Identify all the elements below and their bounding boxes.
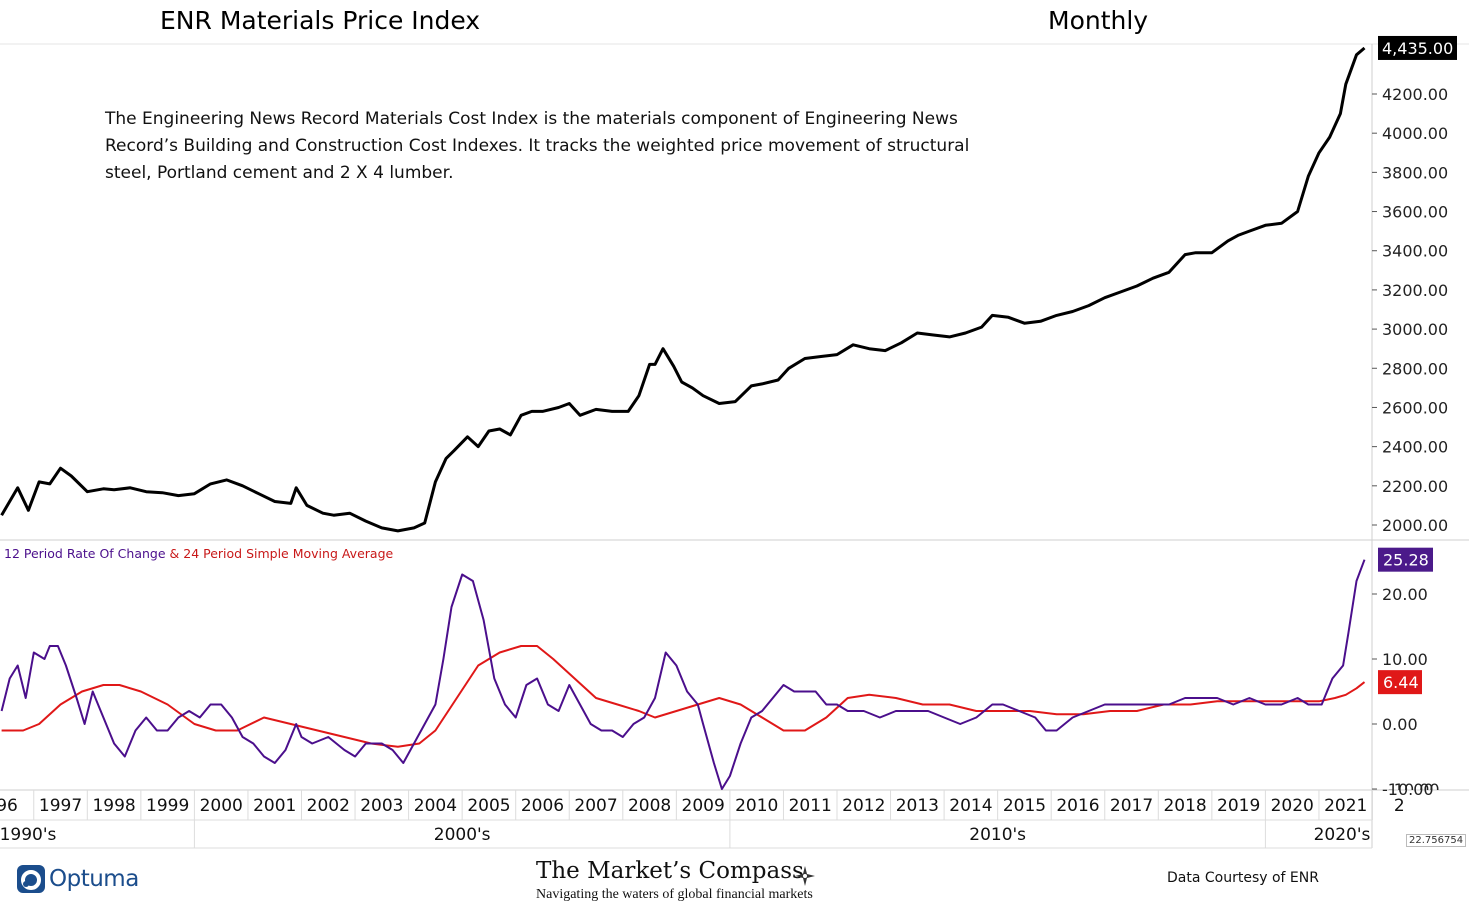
year-tick-label: 2000 — [200, 796, 243, 816]
year-tick-label: 2005 — [467, 796, 510, 816]
year-tick-label: 1998 — [92, 796, 135, 816]
decade-label: 2010's — [969, 825, 1026, 845]
price-axis-label: 2200.00 — [1382, 477, 1448, 496]
price-axis-label: 3200.00 — [1382, 281, 1448, 300]
year-tick-label: 2001 — [253, 796, 296, 816]
year-tick-label: 2015 — [1003, 796, 1046, 816]
price-axis-label: 4000.00 — [1382, 124, 1448, 143]
year-tick-label: 2013 — [896, 796, 939, 816]
price-series-line — [0, 46, 1366, 533]
frequency-label: Monthly — [1048, 6, 1149, 35]
year-tick-label: 2016 — [1056, 796, 1099, 816]
chart-frame — [0, 43, 1469, 849]
decade-label: 1990's — [0, 825, 57, 845]
chart-title: ENR Materials Price Index — [160, 6, 481, 35]
legend-ma: & 24 Period Simple Moving Average — [165, 546, 394, 561]
brand-title: The Market’s Compass — [536, 858, 804, 884]
year-tick-label: 2011 — [789, 796, 832, 816]
data-credit: Data Courtesy of ENR — [1167, 870, 1319, 886]
decade-label: 2020's — [1314, 825, 1371, 845]
chart-description: The Engineering News Record Materials Co… — [105, 109, 970, 183]
lower-panel-legend: 12 Period Rate Of Change & 24 Period Sim… — [4, 546, 393, 561]
optuma-logo-text: Optuma — [49, 866, 139, 892]
year-tick-label: 2007 — [574, 796, 617, 816]
brand-tagline: Navigating the waters of global financia… — [536, 887, 813, 902]
year-tick-label: 2021 — [1324, 796, 1367, 816]
year-tick-label: 2017 — [1110, 796, 1153, 816]
legend-roc: 12 Period Rate Of Change — [4, 546, 166, 561]
price-axis-label: 2800.00 — [1382, 359, 1448, 378]
roc-axis-label: 10.00 — [1382, 650, 1428, 669]
roc-axis-label: 20.00 — [1382, 585, 1428, 604]
year-tick-label: 2010 — [735, 796, 778, 816]
year-tick-label: 2012 — [842, 796, 885, 816]
roc-last-value-badge — [1378, 547, 1433, 572]
year-tick-label: 2019 — [1217, 796, 1260, 816]
year-tick-label: 2002 — [307, 796, 350, 816]
year-tick-label: 2014 — [949, 796, 992, 816]
ma-last-value-badge — [1378, 670, 1422, 695]
year-tick-label: 1997 — [39, 796, 82, 816]
year-tick-label: 96 — [0, 796, 18, 816]
roc-axis-label: 0.00 — [1382, 715, 1418, 734]
ma-last-value-label: 6.44 — [1383, 673, 1419, 692]
price-axis-label: 3400.00 — [1382, 242, 1448, 261]
x-axis: 96 1997 1998 1999 2000 2001 2002 2003 2004 2005 20… — [0, 790, 1405, 848]
year-tick-label: 2018 — [1163, 796, 1206, 816]
optuma-logo-icon — [17, 865, 45, 893]
year-tick-label: 2003 — [360, 796, 403, 816]
year-tick-label: 2008 — [628, 796, 671, 816]
price-last-value-label: 4,435.00 — [1382, 39, 1453, 58]
decade-label: 2000's — [434, 825, 491, 845]
price-axis-label: 2600.00 — [1382, 398, 1448, 417]
year-tick-label: 2004 — [414, 796, 457, 816]
roc-axis-label-cut: -10.00 — [1388, 780, 1440, 799]
roc-last-value-label: 25.28 — [1383, 551, 1429, 570]
price-axis-label: 3800.00 — [1382, 163, 1448, 182]
roc-plot-area: -10.00 — [0, 559, 1440, 799]
year-tick-label: 2 — [1394, 796, 1405, 816]
year-tick-label: 2009 — [682, 796, 725, 816]
year-tick-label: 1999 — [146, 796, 189, 816]
compass-rose-icon — [795, 866, 815, 886]
optuma-logo: Optuma — [16, 864, 139, 894]
roc-panel: -10.00 0.00 10.00 20.00 -10.00 25.28 6.44 — [0, 547, 1440, 799]
price-axis-label: 2000.00 — [1382, 516, 1448, 535]
price-last-value-badge — [1378, 35, 1457, 60]
price-axis-label: 3600.00 — [1382, 203, 1448, 222]
price-axis-label: 4200.00 — [1382, 85, 1448, 104]
corner-value: 22.756754 — [1406, 834, 1467, 847]
year-tick-label: 2020 — [1271, 796, 1314, 816]
roc-series-line — [0, 559, 1366, 790]
ma-series-line — [1, 645, 1366, 748]
price-axis-label: 2400.00 — [1382, 438, 1448, 457]
price-panel: 2000.00 2200.00 2400.00 2600.00 2800.00 3000.… — [0, 35, 1457, 535]
roc-axis-label: -10.00 — [1382, 780, 1434, 799]
year-tick-label: 2006 — [521, 796, 564, 816]
price-axis-label: 3000.00 — [1382, 320, 1448, 339]
